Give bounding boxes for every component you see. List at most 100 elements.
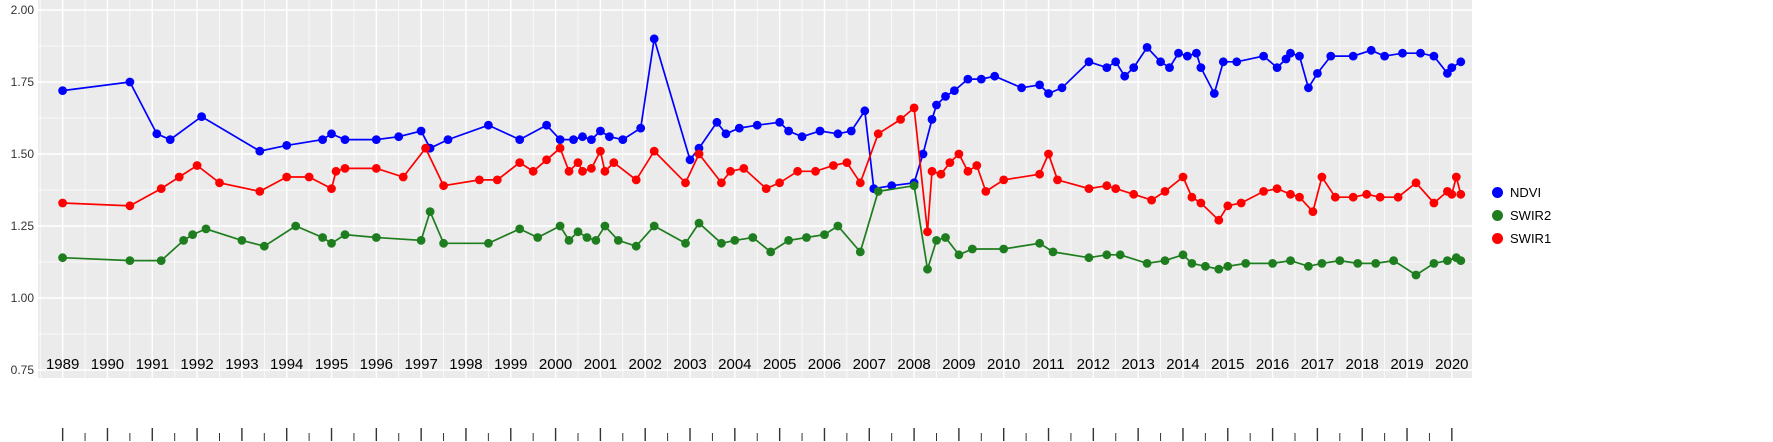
legend: NDVI SWIR2 SWIR1 bbox=[1492, 181, 1551, 250]
data-point bbox=[1187, 259, 1197, 268]
data-point bbox=[1196, 63, 1206, 72]
data-point bbox=[734, 123, 744, 133]
y-axis-label: 1.25 bbox=[11, 219, 35, 233]
data-point bbox=[1295, 192, 1304, 202]
x-axis-label: 2002 bbox=[629, 356, 662, 373]
data-point bbox=[542, 155, 551, 165]
data-point bbox=[439, 181, 448, 191]
data-point bbox=[58, 253, 67, 263]
data-point bbox=[752, 120, 762, 130]
x-axis-label: 2011 bbox=[1032, 356, 1064, 373]
x-axis-label: 2004 bbox=[718, 356, 751, 373]
data-point bbox=[802, 233, 811, 242]
series-swir1 bbox=[58, 103, 1466, 237]
data-point bbox=[829, 161, 838, 170]
data-point bbox=[340, 135, 350, 145]
data-point bbox=[873, 187, 883, 196]
data-point bbox=[1259, 51, 1268, 61]
data-point bbox=[918, 149, 928, 159]
data-point bbox=[416, 236, 426, 245]
series-swir2 bbox=[58, 181, 1466, 280]
data-point bbox=[1429, 198, 1439, 208]
data-point bbox=[649, 146, 659, 156]
data-point bbox=[1129, 63, 1139, 72]
data-point bbox=[1308, 207, 1318, 217]
data-point bbox=[609, 158, 619, 168]
data-point bbox=[1223, 201, 1233, 211]
gridlines bbox=[38, 0, 1472, 378]
data-point bbox=[555, 221, 565, 231]
data-point bbox=[694, 149, 704, 159]
data-point bbox=[443, 135, 453, 145]
data-point bbox=[515, 135, 525, 145]
data-point bbox=[873, 129, 883, 139]
data-point bbox=[192, 161, 202, 170]
x-axis-label: 2008 bbox=[897, 356, 930, 373]
data-point bbox=[573, 227, 583, 237]
data-point bbox=[730, 236, 740, 245]
data-point bbox=[1304, 261, 1313, 271]
x-axis-label: 2000 bbox=[539, 356, 572, 373]
x-axis-label: 2007 bbox=[853, 356, 886, 373]
data-point bbox=[542, 120, 551, 130]
data-point bbox=[1111, 57, 1121, 67]
data-point bbox=[846, 126, 856, 136]
x-axis-label: 1992 bbox=[180, 356, 213, 373]
data-point bbox=[125, 256, 135, 265]
data-point bbox=[564, 166, 574, 176]
data-point bbox=[484, 120, 493, 130]
legend-item-swir2: SWIR2 bbox=[1492, 204, 1551, 227]
data-point bbox=[1044, 149, 1053, 159]
data-point bbox=[1160, 187, 1170, 196]
data-point bbox=[327, 184, 336, 194]
x-axis-label: 1997 bbox=[404, 356, 437, 373]
ndvi-legend-dot-icon bbox=[1492, 187, 1503, 198]
data-point bbox=[515, 158, 525, 168]
data-point bbox=[1053, 175, 1062, 185]
data-point bbox=[1044, 89, 1053, 98]
data-point bbox=[1389, 256, 1398, 265]
data-point bbox=[1393, 192, 1403, 202]
x-axis-label: 1990 bbox=[91, 356, 124, 373]
data-point bbox=[636, 123, 646, 133]
data-point bbox=[748, 233, 758, 242]
data-point bbox=[721, 129, 731, 139]
data-point bbox=[990, 71, 1000, 81]
data-point bbox=[941, 92, 950, 101]
data-point bbox=[475, 175, 484, 185]
legend-item-ndvi: NDVI bbox=[1492, 181, 1551, 204]
data-point bbox=[1286, 256, 1295, 265]
x-axis-label: 2018 bbox=[1346, 356, 1379, 373]
data-point bbox=[1456, 256, 1466, 265]
data-point bbox=[425, 207, 435, 217]
data-point bbox=[1232, 57, 1242, 67]
data-point bbox=[331, 166, 341, 176]
data-point bbox=[587, 164, 596, 173]
data-point bbox=[578, 166, 587, 176]
data-point bbox=[555, 135, 565, 145]
data-point bbox=[327, 238, 336, 248]
data-point bbox=[860, 106, 870, 116]
data-point bbox=[1416, 48, 1425, 58]
data-point bbox=[1447, 63, 1457, 72]
data-point bbox=[492, 175, 502, 185]
data-point bbox=[1187, 192, 1197, 202]
data-point bbox=[398, 172, 408, 182]
data-point bbox=[999, 244, 1009, 254]
data-point bbox=[685, 155, 695, 165]
data-point bbox=[963, 166, 973, 176]
x-axis-ticks bbox=[61, 428, 1453, 441]
x-axis-label: 2017 bbox=[1301, 356, 1334, 373]
data-point bbox=[694, 218, 704, 228]
data-point bbox=[618, 135, 628, 145]
data-point bbox=[1371, 259, 1381, 268]
data-point bbox=[1398, 48, 1407, 58]
data-point bbox=[596, 126, 605, 136]
data-point bbox=[1196, 198, 1206, 208]
data-point bbox=[1209, 89, 1219, 98]
data-point bbox=[1084, 184, 1094, 194]
data-point bbox=[820, 230, 829, 240]
data-point bbox=[1375, 192, 1385, 202]
data-point bbox=[1362, 189, 1372, 199]
